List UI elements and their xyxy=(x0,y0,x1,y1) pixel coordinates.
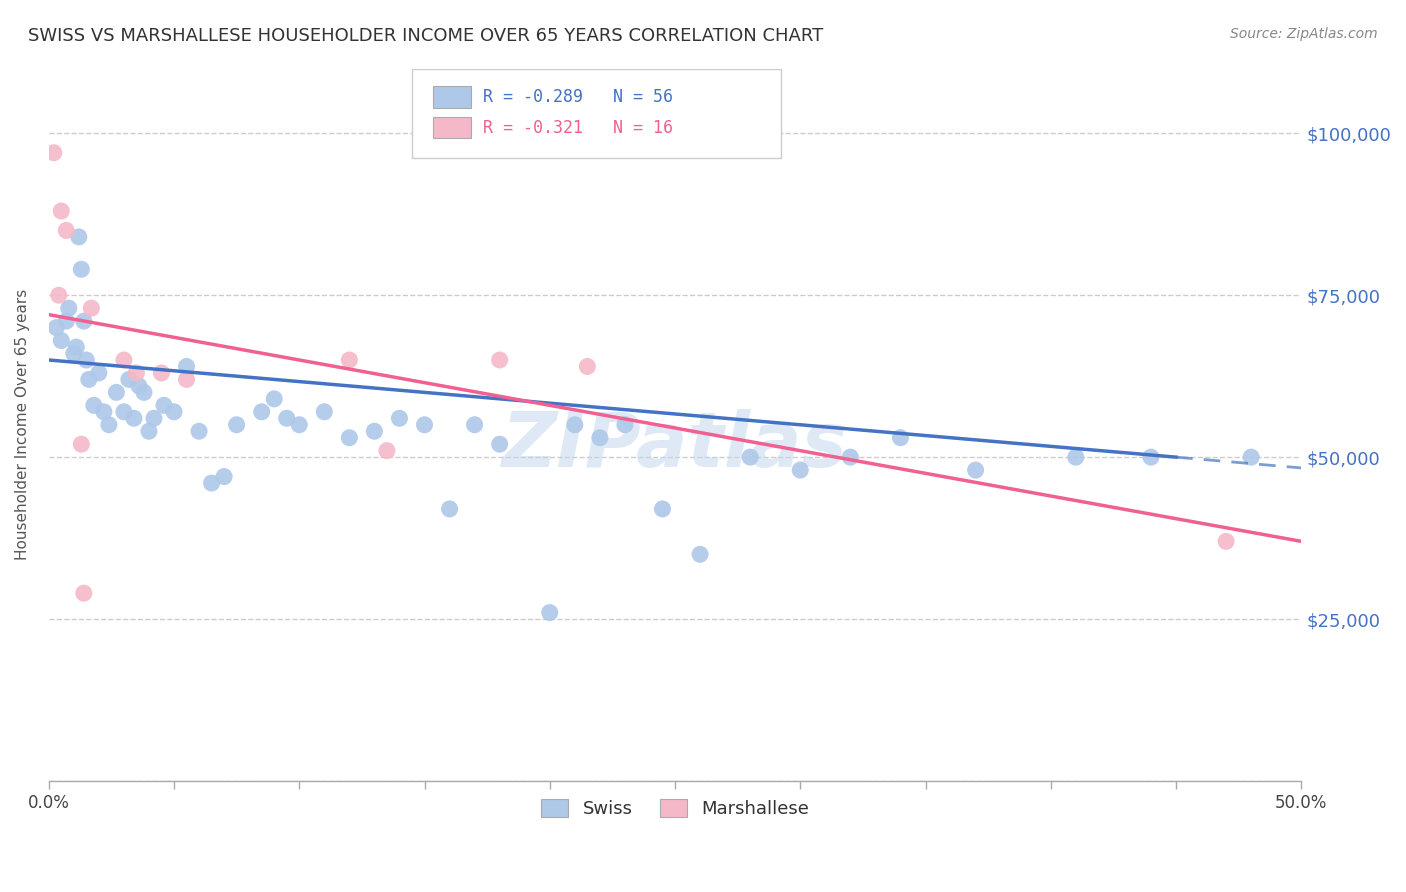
Point xyxy=(51,204,73,219)
Point xyxy=(413,417,436,432)
FancyBboxPatch shape xyxy=(412,69,782,158)
Point xyxy=(176,359,198,374)
Point xyxy=(153,398,176,412)
FancyBboxPatch shape xyxy=(433,87,471,108)
Point xyxy=(1140,450,1163,464)
Point xyxy=(73,586,96,600)
Point xyxy=(58,301,80,315)
Point xyxy=(62,346,84,360)
Point xyxy=(77,372,100,386)
Point xyxy=(105,385,128,400)
Point xyxy=(67,230,90,244)
Point xyxy=(1215,534,1237,549)
Text: R = -0.321   N = 16: R = -0.321 N = 16 xyxy=(484,119,673,136)
Point xyxy=(337,353,360,368)
Text: R = -0.289   N = 56: R = -0.289 N = 56 xyxy=(484,88,673,106)
Point xyxy=(564,417,586,432)
Point xyxy=(1064,450,1087,464)
Point xyxy=(138,424,160,438)
Point xyxy=(112,353,135,368)
Text: SWISS VS MARSHALLESE HOUSEHOLDER INCOME OVER 65 YEARS CORRELATION CHART: SWISS VS MARSHALLESE HOUSEHOLDER INCOME … xyxy=(28,27,824,45)
Point xyxy=(651,502,673,516)
Point xyxy=(200,476,222,491)
Point xyxy=(337,431,360,445)
Point xyxy=(212,469,235,483)
Point xyxy=(965,463,987,477)
Point xyxy=(488,437,510,451)
Point xyxy=(73,314,96,328)
Point xyxy=(112,405,135,419)
Point xyxy=(55,223,77,237)
Point xyxy=(789,463,811,477)
Point xyxy=(75,353,97,368)
Point xyxy=(250,405,273,419)
Point xyxy=(55,314,77,328)
Point xyxy=(363,424,385,438)
Point xyxy=(689,547,711,561)
Point xyxy=(188,424,211,438)
Point xyxy=(87,366,110,380)
Point xyxy=(83,398,105,412)
Point xyxy=(839,450,862,464)
Point xyxy=(375,443,398,458)
Point xyxy=(42,145,65,160)
Point xyxy=(889,431,911,445)
Point xyxy=(589,431,612,445)
Text: Source: ZipAtlas.com: Source: ZipAtlas.com xyxy=(1230,27,1378,41)
Point xyxy=(314,405,336,419)
Y-axis label: Householder Income Over 65 years: Householder Income Over 65 years xyxy=(15,289,30,560)
Point xyxy=(740,450,762,464)
Point xyxy=(118,372,141,386)
Point xyxy=(128,379,150,393)
Point xyxy=(276,411,298,425)
Point xyxy=(122,411,145,425)
Point xyxy=(576,359,599,374)
Point xyxy=(538,606,561,620)
Point xyxy=(225,417,247,432)
Point xyxy=(93,405,115,419)
Point xyxy=(48,288,70,302)
Point xyxy=(613,417,636,432)
Point xyxy=(45,320,67,334)
FancyBboxPatch shape xyxy=(433,117,471,138)
Point xyxy=(97,417,120,432)
Point xyxy=(125,366,148,380)
Point xyxy=(464,417,486,432)
Point xyxy=(51,334,73,348)
Point xyxy=(80,301,103,315)
Point xyxy=(488,353,510,368)
Point xyxy=(163,405,186,419)
Point xyxy=(150,366,173,380)
Point xyxy=(176,372,198,386)
Point xyxy=(143,411,166,425)
Point xyxy=(132,385,155,400)
Point xyxy=(288,417,311,432)
Legend: Swiss, Marshallese: Swiss, Marshallese xyxy=(534,791,817,825)
Point xyxy=(65,340,87,354)
Point xyxy=(439,502,461,516)
Point xyxy=(263,392,285,406)
Point xyxy=(70,437,93,451)
Point xyxy=(70,262,93,277)
Point xyxy=(388,411,411,425)
Text: ZIPatlas: ZIPatlas xyxy=(502,409,848,483)
Point xyxy=(1240,450,1263,464)
